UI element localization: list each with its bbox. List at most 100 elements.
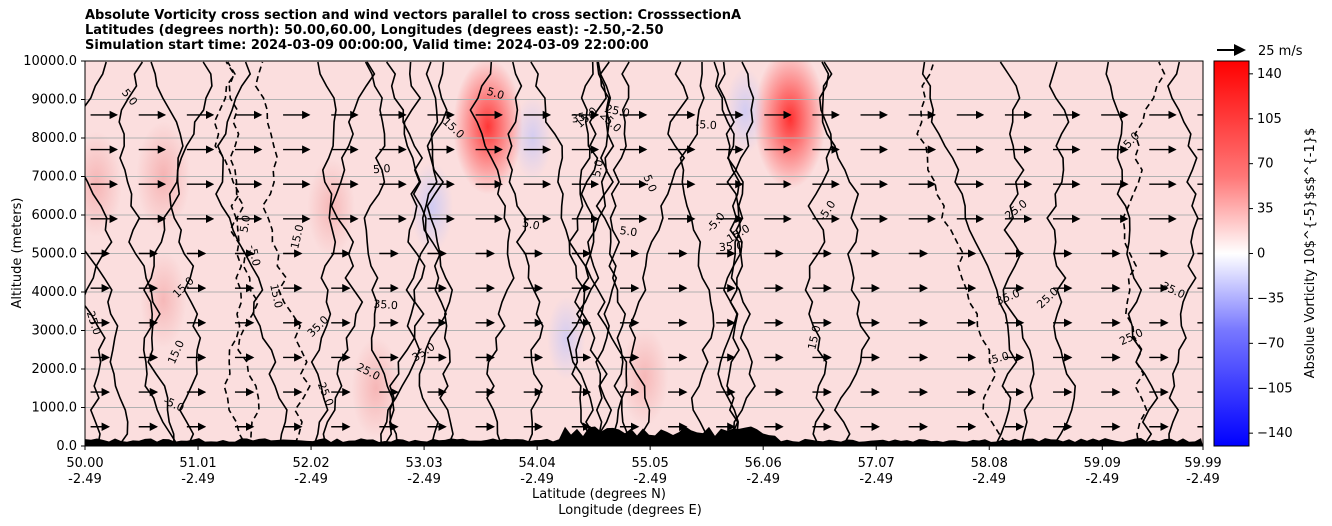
y-tick-label: 0.0	[56, 439, 77, 454]
contour-line	[215, 61, 288, 446]
contour-label: 5.0	[590, 158, 606, 178]
contour-line	[374, 61, 426, 446]
reference-vector: 25 m/s	[1217, 44, 1303, 59]
contour-lines: 5.015.025.035.0-5.05.015.025.035.0-5.05.…	[85, 61, 1199, 446]
contour-line	[223, 61, 250, 446]
contour-line	[568, 61, 613, 446]
title-line-2: Latitudes (degrees north): 50.00,60.00, …	[85, 23, 664, 38]
vorticity-feature	[453, 61, 523, 195]
title-line-1: Absolute Vorticity cross section and win…	[85, 8, 742, 23]
y-tick-label: 4000.0	[32, 285, 78, 300]
plot-area: 5.015.025.035.0-5.05.015.025.035.0-5.05.…	[84, 60, 1204, 447]
contour-label: 15.0	[288, 223, 306, 250]
colorbar-tick-label: 35	[1257, 202, 1274, 217]
colorbar-label: Absolue Vorticity 10$^{-5}$s$^{-1}$	[1303, 128, 1318, 379]
colorbar-gradient	[1213, 60, 1250, 447]
x-tick-label-lon: -2.49	[68, 472, 102, 487]
contour-label: 5.0	[619, 224, 638, 239]
colorbar-tick-label: 105	[1257, 112, 1282, 127]
contour-line	[1122, 61, 1166, 446]
colorbar-tick-label: −70	[1257, 336, 1284, 351]
x-tick-label-lat: 57.07	[858, 456, 895, 471]
colorbar-tick-label: 0	[1257, 247, 1265, 262]
y-axis-label: Altitude (meters)	[10, 198, 25, 309]
contour-line	[679, 61, 715, 446]
x-tick-label-lon: -2.49	[972, 472, 1006, 487]
contour-line	[418, 61, 448, 446]
contour-label: -5.0	[695, 118, 717, 132]
contour-line	[254, 61, 311, 446]
colorbar-tick-label: −35	[1257, 291, 1284, 306]
vorticity-feature	[725, 67, 766, 155]
contour-line	[1044, 61, 1077, 446]
vorticity-feature	[351, 337, 401, 439]
contour-label: 5.0	[485, 85, 506, 103]
contour-label: 35.0	[373, 298, 398, 313]
contour-label: -5.0	[986, 349, 1010, 367]
title-line-3: Simulation start time: 2024-03-09 00:00:…	[85, 38, 649, 53]
x-tick-label-lat: 59.99	[1184, 456, 1221, 471]
x-tick-label-lat: 52.02	[292, 456, 329, 471]
x-tick-label-lat: 55.05	[632, 456, 669, 471]
vorticity-feature	[547, 296, 586, 380]
y-tick-label: 10000.0	[23, 54, 77, 69]
x-tick-label-lat: 56.06	[745, 456, 782, 471]
colorbar-tick-label: 70	[1257, 157, 1274, 172]
contour-label: 15.0	[805, 324, 823, 351]
contour-label: 5.0	[521, 217, 541, 233]
contour-line	[916, 61, 1014, 446]
x-tick-label-lon: -2.49	[859, 472, 893, 487]
x-tick-label-lat: 50.00	[66, 456, 103, 471]
y-tick-label: 2000.0	[32, 362, 78, 377]
vorticity-feature	[620, 327, 669, 427]
x-axis-label-lat: Latitude (degrees N)	[532, 487, 666, 502]
x-tick-label-lon: -2.49	[520, 472, 554, 487]
contour-label: 15.0	[267, 283, 285, 310]
contour-line	[595, 61, 636, 446]
wind-vectors	[90, 110, 1203, 431]
y-axis: 0.0 1000.0 2000.0 3000.0 4000.0 5000.0 6000.0 7…	[23, 54, 85, 454]
x-tick-label-lon: -2.49	[1085, 472, 1119, 487]
x-tick-label-lon: -2.49	[633, 472, 667, 487]
terrain-silhouette	[85, 426, 1203, 446]
contour-line	[628, 61, 689, 446]
vorticity-feature	[754, 61, 827, 189]
x-tick-label-lon: -2.49	[294, 472, 328, 487]
chart-title: Absolute Vorticity cross section and win…	[85, 8, 741, 53]
x-tick-label-lat: 58.08	[971, 456, 1008, 471]
colorbar-tick-label: 140	[1257, 67, 1282, 82]
contour-line	[1167, 61, 1199, 446]
x-tick-label-lat: 51.01	[179, 456, 216, 471]
contour-line	[310, 61, 337, 446]
contour-label: 35.0	[718, 239, 744, 254]
contour-line	[85, 61, 129, 446]
vorticity-feature	[307, 157, 355, 257]
colorbar-tick-label: −140	[1257, 426, 1293, 441]
y-tick-label: 5000.0	[32, 247, 78, 262]
x-tick-label-lat: 54.04	[519, 456, 556, 471]
y-tick-label: 1000.0	[32, 401, 78, 416]
x-tick-label-lon: -2.49	[1186, 472, 1220, 487]
contour-line	[118, 61, 181, 446]
x-tick-label-lon: -2.49	[407, 472, 441, 487]
contour-line	[213, 61, 260, 446]
colorbar-tick-label: −105	[1257, 381, 1293, 396]
colorbar: 140 105 70 35 0 −35 −70 −105 −140 Absolue Vortic…	[1213, 60, 1318, 447]
contour-line	[591, 61, 630, 446]
x-tick-label-lat: 53.03	[405, 456, 442, 471]
x-axis: 50.00-2.4951.01-2.4952.02-2.4953.03-2.49…	[66, 446, 1222, 487]
x-tick-label-lon: -2.49	[746, 472, 780, 487]
y-tick-label: 8000.0	[32, 131, 78, 146]
contour-line	[821, 61, 871, 446]
contour-label: 5.0	[641, 173, 660, 194]
colorbar-ticks: 140 105 70 35 0 −35 −70 −105 −140	[1249, 67, 1293, 441]
terrain-fill	[85, 426, 1203, 446]
y-tick-label: 9000.0	[32, 93, 78, 108]
reference-vector-label: 25 m/s	[1258, 44, 1303, 59]
y-tick-label: 7000.0	[32, 170, 78, 185]
contour-line	[999, 61, 1035, 446]
x-tick-label-lat: 59.09	[1084, 456, 1121, 471]
x-axis-label-lon: Longitude (degrees E)	[558, 503, 702, 518]
y-tick-label: 6000.0	[32, 208, 78, 223]
